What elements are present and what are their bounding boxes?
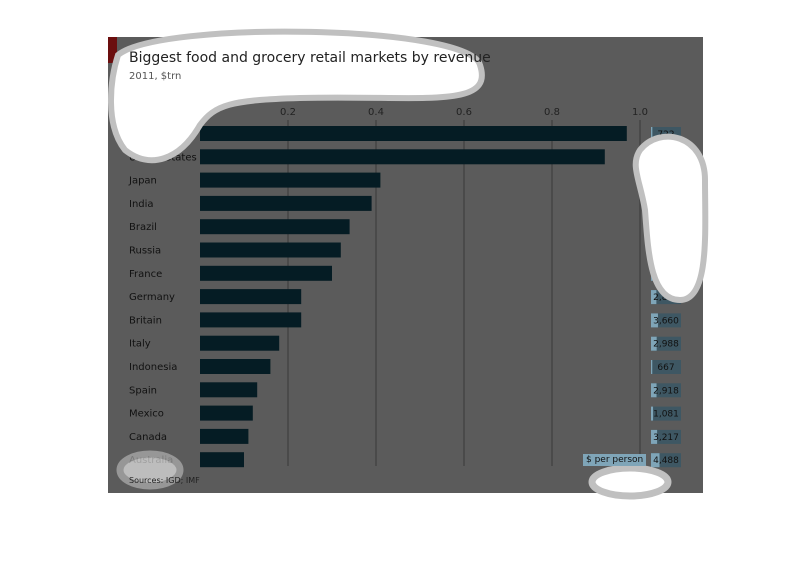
category-label: France [129, 269, 162, 280]
per-person-box [651, 429, 681, 444]
bar [200, 335, 280, 351]
category-label: Italy [129, 339, 151, 350]
per-person-fill [651, 127, 653, 141]
per-person-value: 1,081 [653, 410, 679, 420]
per-person-fill [651, 313, 658, 328]
category-label: Brazil [129, 222, 157, 233]
bar [200, 219, 350, 235]
bar [200, 312, 302, 328]
bar [200, 452, 244, 468]
per-person-box [651, 406, 681, 421]
bar [200, 405, 253, 421]
overlay-blob [108, 28, 485, 164]
per-person-fill [651, 290, 657, 305]
per-person-box [651, 313, 681, 328]
category-label: India [129, 199, 154, 210]
chart-subtitle: 2011, $trn [129, 71, 182, 82]
per-person-value: 2,988 [653, 340, 679, 350]
per-person-fill [651, 336, 657, 351]
bar [200, 149, 605, 165]
per-person-value: 3,660 [653, 316, 679, 326]
bar [200, 126, 627, 141]
per-person-value: 667 [657, 363, 674, 373]
category-label: Germany [129, 292, 175, 303]
bar [200, 242, 341, 258]
overlay-blob [588, 464, 672, 500]
per-person-fill [651, 383, 657, 398]
bar [200, 265, 332, 281]
source-note: Sources: IGD; IMF [129, 476, 200, 485]
per-person-box [651, 383, 681, 398]
per-person-fill [651, 453, 660, 468]
per-person-value: 3,217 [653, 433, 679, 443]
per-person-box [651, 360, 681, 374]
x-tick-label: 0.8 [544, 107, 560, 118]
overlay-blob [632, 133, 709, 304]
per-person-label: $ per person [583, 454, 647, 466]
bar [200, 359, 271, 374]
per-person-value: 4,488 [653, 456, 679, 466]
overlay-blob [116, 450, 184, 490]
per-person-fill [651, 360, 653, 374]
category-label: Indonesia [129, 362, 177, 373]
bar [200, 195, 372, 211]
bar [200, 382, 258, 398]
category-label: Canada [129, 432, 167, 443]
per-person-value: 2,918 [653, 386, 679, 396]
category-label: Mexico [129, 409, 164, 420]
per-person-fill [651, 429, 658, 444]
category-label: Russia [129, 246, 161, 257]
category-label: Spain [129, 385, 157, 396]
x-tick-label: 0.4 [368, 107, 384, 118]
bar [200, 428, 249, 444]
x-tick-label: 1.0 [632, 107, 648, 118]
x-tick-label: 0.6 [456, 107, 472, 118]
bar [200, 172, 381, 188]
chart-title: Biggest food and grocery retail markets … [129, 50, 491, 66]
per-person-box [651, 336, 681, 351]
category-label: Japan [128, 176, 157, 187]
per-person-fill [651, 406, 654, 421]
bar [200, 289, 302, 305]
category-label: Britain [129, 315, 162, 326]
x-tick-label: 0.2 [280, 107, 296, 118]
brand-tag [108, 37, 117, 63]
